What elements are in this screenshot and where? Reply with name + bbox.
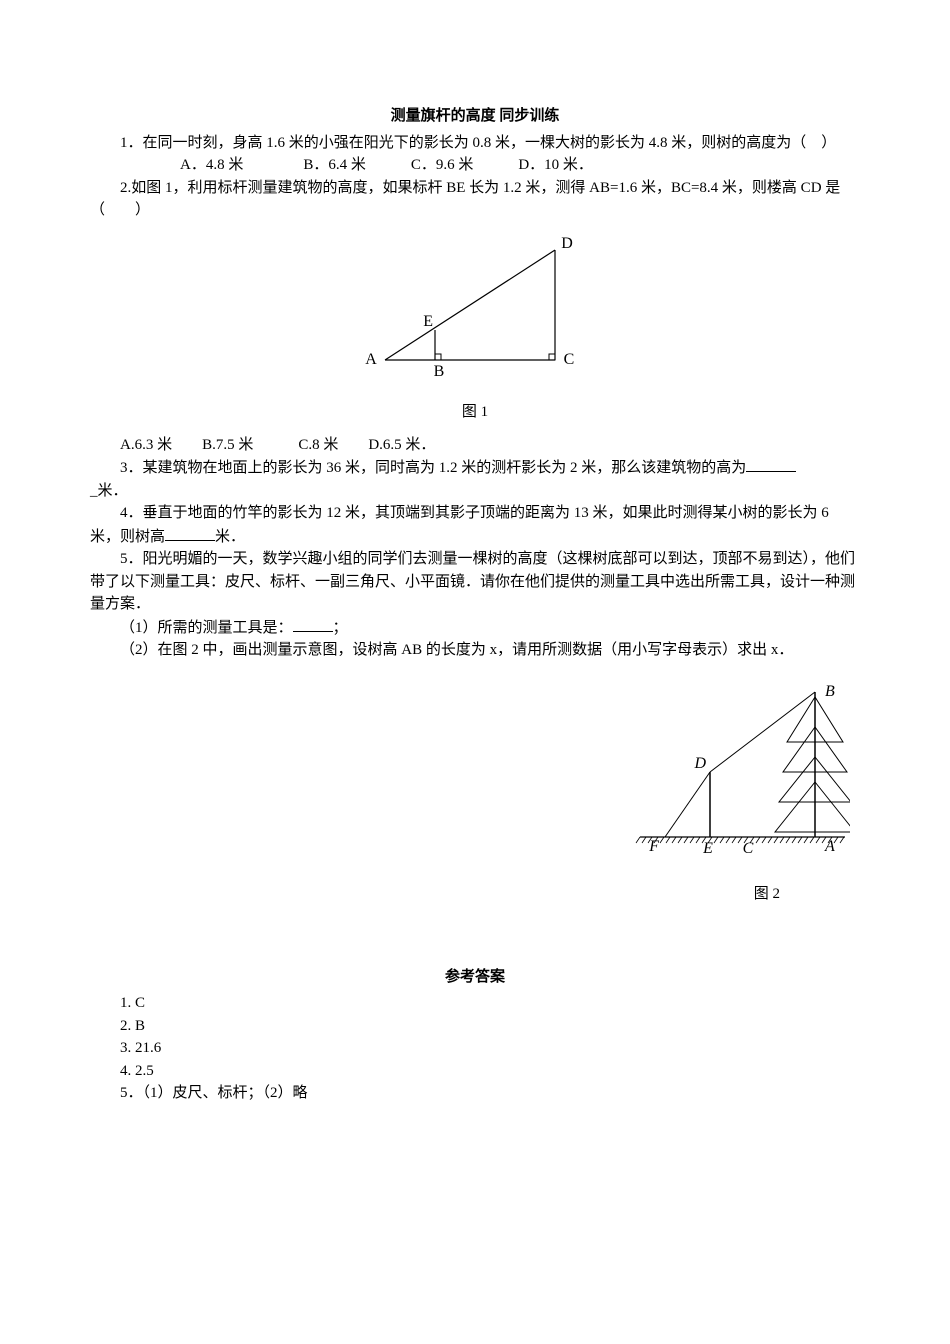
- svg-text:C: C: [743, 840, 754, 857]
- q1-stem: 1．在同一时刻，身高 1.6 米的小强在阳光下的影长为 0.8 米，一棵大树的影…: [90, 132, 860, 155]
- q4-blank: [165, 525, 215, 541]
- q5-stem: 5．阳光明媚的一天，数学兴趣小组的同学们去测量一棵树的高度（这棵树底部可以到达，…: [90, 548, 860, 616]
- q4-stem: 4．垂直于地面的竹竿的影长为 12 米，其顶端到其影子顶端的距离为 13 米，如…: [90, 502, 860, 548]
- svg-text:A: A: [365, 351, 377, 368]
- svg-text:B: B: [825, 683, 835, 700]
- answer-3: 3. 21.6: [90, 1037, 860, 1060]
- figure-2: A B C D E F: [90, 672, 860, 880]
- q2-stem: 2.如图 1，利用标杆测量建筑物的高度，如果标杆 BE 长为 1.2 米，测得 …: [90, 177, 860, 222]
- answer-1: 1. C: [90, 992, 860, 1015]
- q3-stem: 3．某建筑物在地面上的影长为 36 米，同时高为 1.2 米的测杆影长为 2 米…: [90, 456, 860, 480]
- q1-options: A．4.8 米 B．6.4 米 C．9.6 米 D．10 米．: [90, 154, 860, 177]
- page-title: 测量旗杆的高度 同步训练: [90, 105, 860, 128]
- q3-text-a: 3．某建筑物在地面上的影长为 36 米，同时高为 1.2 米的测杆影长为 2 米…: [120, 460, 746, 476]
- figure-2-svg: A B C D E F: [620, 672, 850, 872]
- q5-sub2: （2）在图 2 中，画出测量示意图，设树高 AB 的长度为 x，请用所测数据（用…: [90, 639, 860, 662]
- q3-blank: [746, 456, 796, 472]
- svg-text:E: E: [702, 840, 713, 857]
- figure-2-caption: 图 2: [90, 883, 860, 906]
- q5-sub1-a: （1）所需的测量工具是：: [120, 620, 293, 636]
- q3-text-b: _米．: [90, 480, 860, 503]
- svg-text:F: F: [648, 838, 659, 855]
- q4-text-b: 米．: [215, 529, 245, 545]
- answer-4: 4. 2.5: [90, 1060, 860, 1083]
- q5-sub1-blank: [293, 616, 333, 632]
- q5-sub1: （1）所需的测量工具是： ；: [90, 616, 860, 640]
- svg-text:C: C: [564, 351, 575, 368]
- q5-sub1-b: ；: [333, 620, 348, 636]
- answer-2: 2. B: [90, 1015, 860, 1038]
- answer-5: 5．（1）皮尺、标杆；（2）略: [90, 1082, 860, 1105]
- figure-1-caption: 图 1: [90, 401, 860, 424]
- svg-text:D: D: [561, 235, 573, 252]
- svg-text:E: E: [423, 313, 433, 330]
- answer-list: 1. C 2. B 3. 21.6 4. 2.5 5．（1）皮尺、标杆；（2）略: [90, 992, 860, 1105]
- svg-text:B: B: [434, 363, 445, 380]
- svg-text:D: D: [693, 755, 706, 772]
- figure-1-svg: A B C D E: [355, 230, 595, 390]
- answer-title: 参考答案: [90, 966, 860, 989]
- q2-options: A.6.3 米 B.7.5 米 C.8 米 D.6.5 米．: [90, 434, 860, 457]
- figure-1: A B C D E: [90, 230, 860, 398]
- svg-text:A: A: [824, 838, 835, 855]
